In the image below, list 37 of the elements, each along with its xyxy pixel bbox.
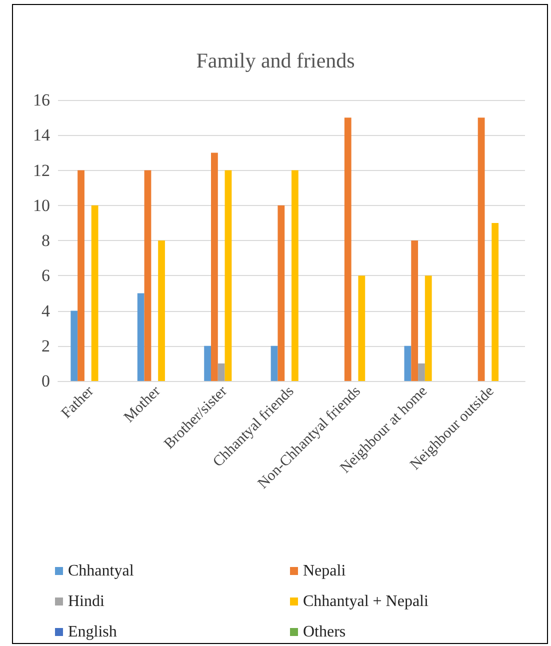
bar [404, 346, 412, 381]
bar [137, 293, 144, 381]
legend-label: Hindi [68, 593, 105, 610]
bar [158, 240, 165, 381]
legend-label: Chhantyal + Nepali [303, 593, 429, 610]
y-tick-label: 8 [42, 231, 50, 250]
y-tick-label: 10 [33, 196, 50, 215]
bar [344, 118, 352, 381]
bar [224, 170, 232, 381]
bar [211, 152, 218, 381]
bar [70, 310, 78, 381]
legend-label: English [68, 624, 117, 640]
y-tick-label: 12 [33, 160, 50, 180]
legend-label: Chhantyal [68, 562, 134, 580]
bar [278, 205, 285, 381]
bar [292, 170, 298, 381]
bar [78, 170, 84, 381]
bar [411, 240, 418, 381]
bar [204, 346, 211, 381]
y-tick-label: 16 [33, 90, 50, 110]
bar [478, 118, 485, 381]
legend-label: Others [303, 624, 346, 640]
y-tick-label: 2 [42, 336, 50, 356]
chart-title: Family and friends [196, 48, 355, 72]
y-tick-label: 6 [42, 266, 50, 286]
y-tick-label: 4 [42, 301, 50, 320]
bar [424, 276, 432, 381]
bar [270, 346, 278, 381]
legend-label: Nepali [303, 562, 346, 580]
bar [91, 205, 98, 381]
bar [144, 170, 152, 381]
y-tick-label: 14 [33, 126, 50, 145]
bar [492, 222, 499, 381]
bar [218, 363, 225, 381]
bar [358, 276, 366, 381]
bar [418, 363, 425, 381]
y-tick-label: 0 [42, 372, 50, 390]
